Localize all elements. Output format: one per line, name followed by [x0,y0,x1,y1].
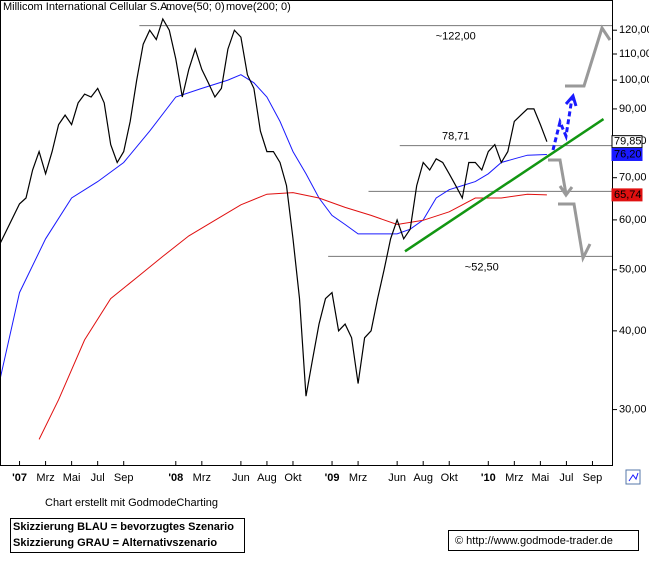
last-value-label: 65,74 [614,189,642,201]
x-tick-label: Mrz [36,472,54,484]
x-tick-label: Mrz [505,472,523,484]
y-tick-label: 30,00 [619,403,647,415]
legend-entry: move(200; 0) [226,1,291,13]
x-tick-label: Sep [583,472,603,484]
blue-scenario [551,97,574,151]
notes-box [10,518,245,553]
x-tick-label: Aug [257,472,277,484]
last-value-label: 79,85 [614,136,642,148]
y-tick-label: 50,00 [619,264,647,276]
line [404,118,605,253]
x-tick-label: Okt [284,472,301,484]
blue-arrow [564,92,578,107]
y-tick-label: 40,00 [619,325,647,337]
last-value-label: 76,20 [614,148,642,160]
chart-icon [625,469,641,485]
x-tick-label: Jul [91,472,105,484]
chart-title: Millicom International Cellular S.A. [3,1,171,13]
y-tick-label: 70,00 [619,172,647,184]
x-tick-label: Jun [388,472,406,484]
grey-scenario-up [565,24,612,88]
source: © http://www.godmode-trader.de [455,535,613,547]
x-tick-label: Mai [532,472,550,484]
line [0,17,548,397]
x-tick-label: Aug [413,472,433,484]
last-value-box [611,147,643,161]
x-tick-label: Mrz [193,472,211,484]
credit: Chart erstellt mit GodmodeCharting [45,497,218,509]
y-tick-label: 90,00 [619,103,647,115]
line [38,192,547,440]
level-label: ~122,00 [436,31,476,43]
y-tick-label: 100,00 [619,74,649,86]
x-tick-label: '07 [12,472,27,484]
grey-scenario-drop [548,158,574,198]
x-tick-label: Sep [114,472,134,484]
x-tick-label: '10 [481,472,496,484]
note: Skizzierung BLAU = bevorzugtes Szenario [13,521,234,533]
grey-scenario-down [558,202,592,263]
y-tick-label: 110,00 [619,48,649,60]
plot-area [0,17,612,440]
x-tick-label: Jun [232,472,250,484]
last-value-box [611,188,643,202]
chart-icon-line [628,472,639,482]
x-tick-label: '09 [325,472,340,484]
x-tick-label: Mrz [349,472,367,484]
y-tick-label: 60,00 [619,214,647,226]
x-tick-label: Mai [63,472,81,484]
x-tick-label: Okt [441,472,458,484]
plot-frame [0,0,613,466]
source-box [448,530,639,551]
y-tick-label: 120,00 [619,24,649,36]
last-value-box [611,135,643,149]
note: Skizzierung GRAU = Alternativszenario [13,537,217,549]
x-tick-label: '08 [168,472,183,484]
level-label: 78,71 [442,131,470,143]
x-tick-label: Jul [559,472,573,484]
level-label: ~52,50 [465,261,499,273]
legend-entry: move(50; 0) [166,1,225,13]
